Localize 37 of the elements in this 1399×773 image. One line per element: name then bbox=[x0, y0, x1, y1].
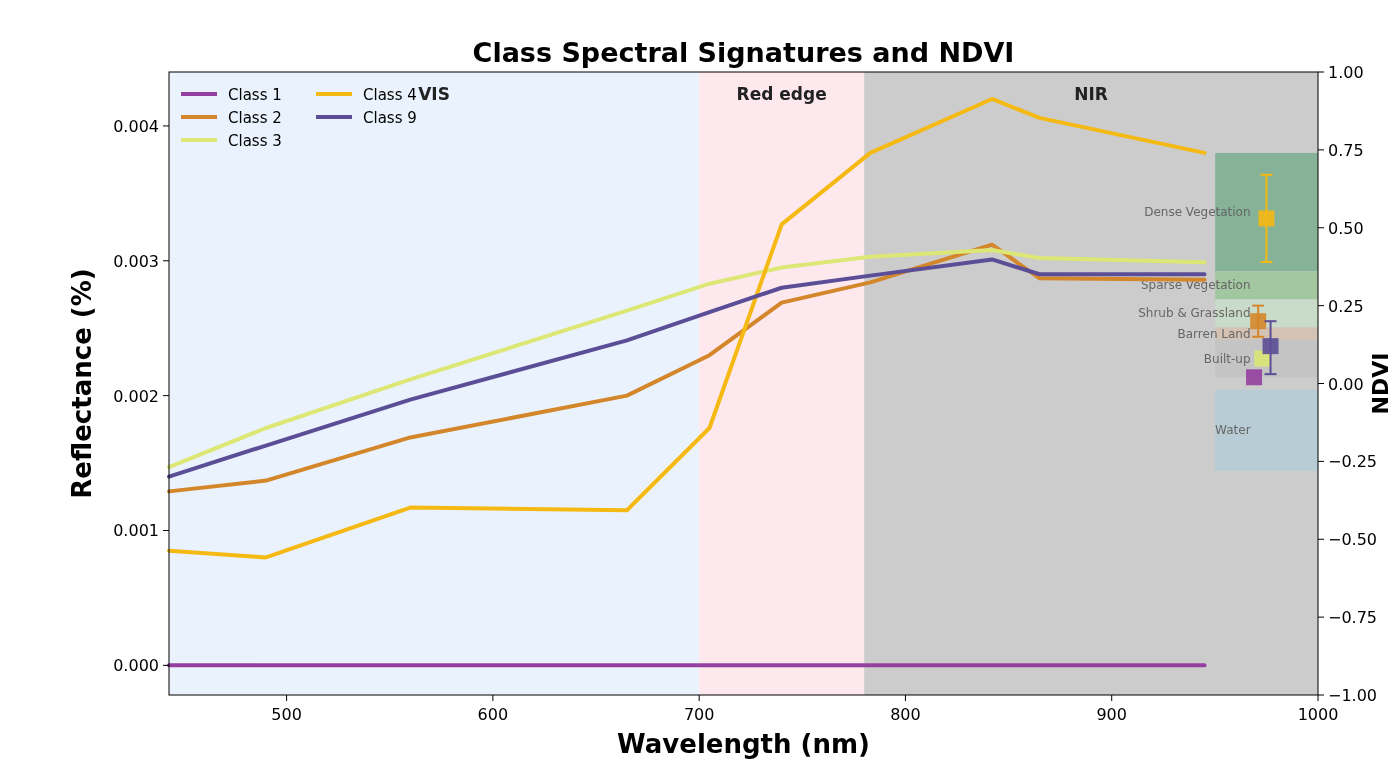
band-label: Built-up bbox=[1203, 351, 1251, 366]
y-tick-label: 0.002 bbox=[113, 386, 159, 406]
x-tick-label: 600 bbox=[477, 705, 509, 724]
y2-tick-label: 0.25 bbox=[1328, 296, 1364, 316]
y-tick-label: 0.001 bbox=[113, 521, 159, 541]
chart-title: Class Spectral Signatures and NDVI bbox=[472, 37, 1015, 68]
y2-tick-label: 0.00 bbox=[1328, 374, 1364, 394]
y2-axis-title: NDVI bbox=[1368, 352, 1393, 415]
x-tick-label: 800 bbox=[890, 705, 921, 724]
y2-tick-label: −0.50 bbox=[1328, 530, 1378, 550]
legend-label: Class 9 bbox=[363, 109, 417, 127]
band-label: Water bbox=[1215, 423, 1251, 438]
y-tick-label: 0.004 bbox=[113, 116, 159, 136]
x-tick-label: 1000 bbox=[1297, 705, 1339, 724]
band-label: Barren Land bbox=[1177, 326, 1251, 341]
x-tick-label: 700 bbox=[683, 705, 715, 724]
y2-tick-label: −1.00 bbox=[1328, 686, 1378, 705]
x-tick-label: 900 bbox=[1096, 705, 1127, 724]
y-tick-label: 0.000 bbox=[113, 656, 159, 676]
band-label: VIS bbox=[418, 84, 450, 104]
x-tick-label: 500 bbox=[271, 705, 302, 724]
y2-tick-label: 1.00 bbox=[1328, 63, 1364, 82]
band-label: Red edge bbox=[736, 84, 827, 104]
x-axis-title: Wavelength (nm) bbox=[617, 729, 870, 759]
y2-tick-label: −0.75 bbox=[1328, 608, 1378, 628]
y2-tick-label: 0.75 bbox=[1328, 140, 1364, 160]
legend-label: Class 4 bbox=[363, 86, 417, 104]
band-label: NIR bbox=[1074, 84, 1108, 104]
band-label: Shrub & Grassland bbox=[1138, 306, 1251, 321]
y2-tick-label: 0.50 bbox=[1328, 218, 1364, 238]
band-label: Sparse Vegetation bbox=[1140, 278, 1251, 293]
y2-tick-label: −0.25 bbox=[1328, 452, 1378, 472]
y-axis-title: Reflectance (%) bbox=[67, 268, 97, 499]
y-tick-label: 0.003 bbox=[113, 251, 159, 271]
legend-label: Class 2 bbox=[228, 109, 282, 127]
legend-label: Class 3 bbox=[228, 132, 282, 150]
legend-label: Class 1 bbox=[228, 86, 282, 104]
